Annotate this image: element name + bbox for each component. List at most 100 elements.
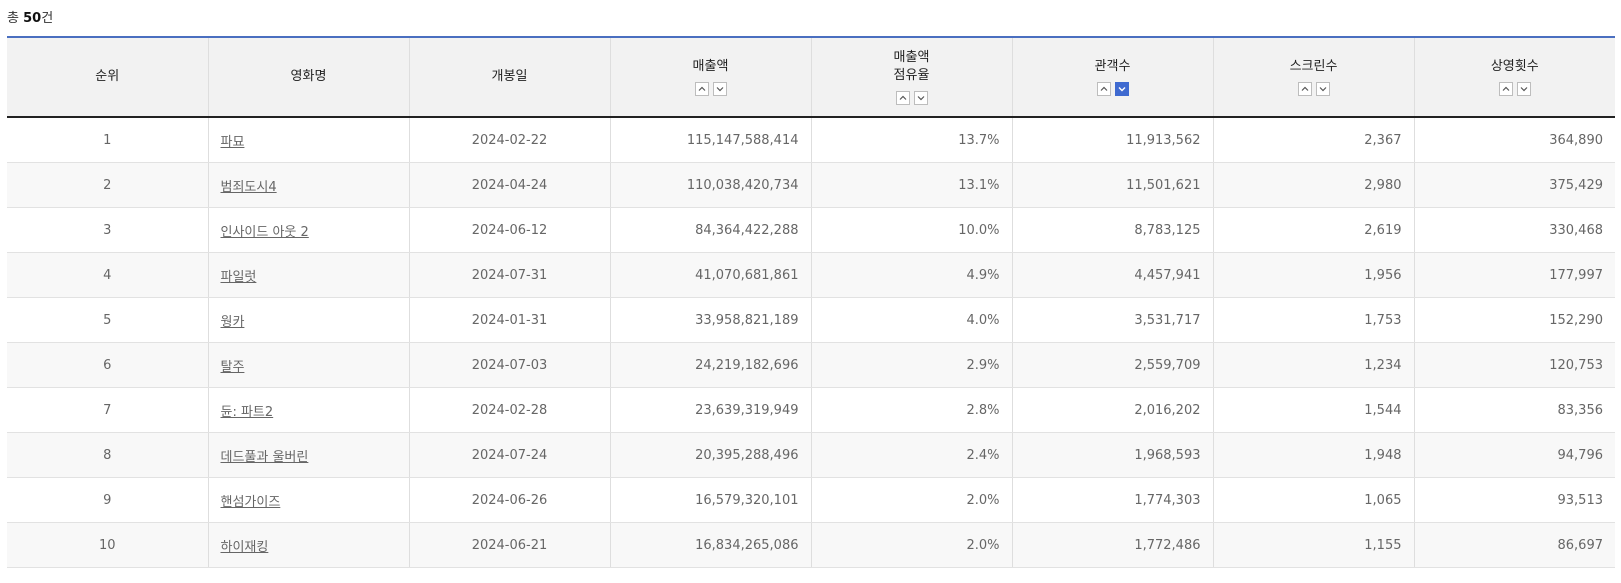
table-row: 4 파일럿 2024-07-31 41,070,681,861 4.9% 4,4… bbox=[7, 252, 1615, 298]
sales-cell: 20,395,288,496 bbox=[609, 432, 811, 478]
sort-desc-button[interactable] bbox=[1315, 82, 1330, 96]
sort-buttons bbox=[1415, 82, 1616, 96]
screens-cell: 1,956 bbox=[1212, 252, 1414, 298]
sort-asc-button[interactable] bbox=[1498, 82, 1513, 96]
share-cell: 2.4% bbox=[810, 432, 1012, 478]
screens-cell: 1,155 bbox=[1212, 522, 1414, 568]
release-date-cell: 2024-06-21 bbox=[408, 522, 610, 568]
total-count: 총 50건 bbox=[7, 10, 53, 28]
movie-title-link[interactable]: 파일럿 bbox=[220, 269, 257, 285]
movie-title-link[interactable]: 듄: 파트2 bbox=[220, 404, 274, 420]
shows-cell: 330,468 bbox=[1413, 207, 1615, 253]
movie-title-link[interactable]: 파묘 bbox=[220, 134, 245, 150]
sales-cell: 41,070,681,861 bbox=[609, 252, 811, 298]
audience-cell: 2,559,709 bbox=[1011, 342, 1213, 388]
movie-title-link[interactable]: 데드풀과 울버린 bbox=[220, 449, 309, 465]
screens-cell: 1,065 bbox=[1212, 477, 1414, 523]
screens-cell: 1,234 bbox=[1212, 342, 1414, 388]
rank-cell: 9 bbox=[7, 477, 208, 523]
sort-asc-button[interactable] bbox=[1096, 82, 1111, 96]
chevron-down-icon bbox=[716, 87, 723, 92]
header-rank: 순위 bbox=[7, 36, 208, 118]
screens-cell: 1,544 bbox=[1212, 387, 1414, 433]
release-date-cell: 2024-02-28 bbox=[408, 387, 610, 433]
share-cell: 10.0% bbox=[810, 207, 1012, 253]
sort-asc-button[interactable] bbox=[895, 91, 910, 105]
header-label: 스크린수 bbox=[1289, 59, 1338, 74]
title-cell: 데드풀과 울버린 bbox=[207, 432, 409, 478]
shows-cell: 86,697 bbox=[1413, 522, 1615, 568]
chevron-up-icon bbox=[899, 95, 906, 100]
rank-cell: 4 bbox=[7, 252, 208, 298]
sales-cell: 110,038,420,734 bbox=[609, 162, 811, 208]
title-cell: 파묘 bbox=[207, 117, 409, 163]
sort-asc-button[interactable] bbox=[1297, 82, 1312, 96]
chevron-up-icon bbox=[1100, 86, 1107, 91]
share-cell: 2.0% bbox=[810, 477, 1012, 523]
sort-buttons bbox=[1214, 82, 1414, 96]
sort-buttons bbox=[611, 82, 811, 96]
title-cell: 파일럿 bbox=[207, 252, 409, 298]
table-row: 5 웡카 2024-01-31 33,958,821,189 4.0% 3,53… bbox=[7, 297, 1615, 343]
total-prefix: 총 bbox=[7, 11, 24, 26]
shows-cell: 375,429 bbox=[1413, 162, 1615, 208]
table-header-row: 순위 영화명 개봉일 매출액 매출액 점유율 bbox=[7, 36, 1616, 118]
shows-cell: 93,513 bbox=[1413, 477, 1615, 523]
total-suffix: 건 bbox=[41, 11, 54, 26]
share-cell: 13.1% bbox=[810, 162, 1012, 208]
rank-cell: 2 bbox=[7, 162, 208, 208]
movie-title-link[interactable]: 범죄도시4 bbox=[220, 179, 277, 195]
sort-asc-button[interactable] bbox=[694, 82, 709, 96]
header-label: 상영횟수 bbox=[1490, 59, 1539, 74]
audience-cell: 11,501,621 bbox=[1011, 162, 1213, 208]
shows-cell: 364,890 bbox=[1413, 117, 1615, 163]
table-row: 10 하이재킹 2024-06-21 16,834,265,086 2.0% 1… bbox=[7, 522, 1615, 568]
chevron-up-icon bbox=[1502, 86, 1510, 91]
header-share: 매출액 점유율 bbox=[810, 36, 1012, 118]
share-cell: 2.8% bbox=[810, 387, 1012, 433]
shows-cell: 120,753 bbox=[1413, 342, 1615, 388]
release-date-cell: 2024-02-22 bbox=[408, 117, 610, 163]
header-label: 영화명 bbox=[290, 69, 327, 84]
rank-cell: 1 bbox=[7, 117, 208, 163]
chevron-down-icon bbox=[1118, 87, 1125, 92]
title-cell: 인사이드 아웃 2 bbox=[207, 207, 409, 253]
movie-title-link[interactable]: 핸섬가이즈 bbox=[220, 494, 281, 510]
movie-title-link[interactable]: 웡카 bbox=[220, 314, 245, 330]
audience-cell: 3,531,717 bbox=[1011, 297, 1213, 343]
share-cell: 13.7% bbox=[810, 117, 1012, 163]
screens-cell: 1,948 bbox=[1212, 432, 1414, 478]
sales-cell: 84,364,422,288 bbox=[609, 207, 811, 253]
header-title: 영화명 bbox=[207, 36, 409, 118]
audience-cell: 1,774,303 bbox=[1011, 477, 1213, 523]
release-date-cell: 2024-07-24 bbox=[408, 432, 610, 478]
sales-cell: 33,958,821,189 bbox=[609, 297, 811, 343]
audience-cell: 8,783,125 bbox=[1011, 207, 1213, 253]
table-row: 2 범죄도시4 2024-04-24 110,038,420,734 13.1%… bbox=[7, 162, 1615, 208]
chevron-up-icon bbox=[1301, 86, 1308, 91]
sort-desc-button[interactable] bbox=[712, 82, 727, 96]
release-date-cell: 2024-06-26 bbox=[408, 477, 610, 523]
table-row: 7 듄: 파트2 2024-02-28 23,639,319,949 2.8% … bbox=[7, 387, 1615, 433]
rank-cell: 6 bbox=[7, 342, 208, 388]
sort-desc-button-active[interactable] bbox=[1114, 82, 1129, 96]
sort-desc-button[interactable] bbox=[1516, 82, 1531, 96]
share-cell: 4.9% bbox=[810, 252, 1012, 298]
sort-desc-button[interactable] bbox=[913, 91, 928, 105]
movie-title-link[interactable]: 하이재킹 bbox=[220, 539, 269, 555]
shows-cell: 152,290 bbox=[1413, 297, 1615, 343]
movie-title-link[interactable]: 탈주 bbox=[220, 359, 245, 375]
movie-title-link[interactable]: 인사이드 아웃 2 bbox=[220, 224, 309, 240]
chevron-down-icon bbox=[1319, 87, 1326, 92]
title-cell: 하이재킹 bbox=[207, 522, 409, 568]
header-audience: 관객수 bbox=[1011, 36, 1213, 118]
table-row: 1 파묘 2024-02-22 115,147,588,414 13.7% 11… bbox=[7, 117, 1615, 163]
table-row: 8 데드풀과 울버린 2024-07-24 20,395,288,496 2.4… bbox=[7, 432, 1615, 478]
chevron-down-icon bbox=[917, 96, 924, 101]
table-row: 9 핸섬가이즈 2024-06-26 16,579,320,101 2.0% 1… bbox=[7, 477, 1615, 523]
shows-cell: 83,356 bbox=[1413, 387, 1615, 433]
header-label: 순위 bbox=[95, 69, 120, 84]
table-row: 6 탈주 2024-07-03 24,219,182,696 2.9% 2,55… bbox=[7, 342, 1615, 388]
sales-cell: 24,219,182,696 bbox=[609, 342, 811, 388]
header-label: 관객수 bbox=[1094, 59, 1131, 74]
